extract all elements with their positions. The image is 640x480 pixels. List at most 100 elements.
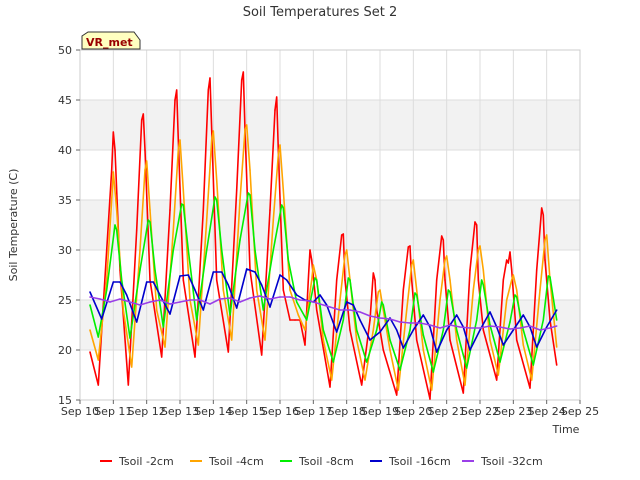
series-point bbox=[435, 279, 438, 281]
x-tick-label: Sep 17 bbox=[294, 405, 332, 418]
series-point bbox=[269, 298, 271, 300]
series-point bbox=[109, 301, 111, 303]
series-point bbox=[172, 229, 175, 231]
series-point bbox=[140, 119, 143, 121]
series-point bbox=[245, 124, 248, 126]
series-point bbox=[187, 249, 190, 251]
series-point bbox=[144, 149, 146, 151]
series-point bbox=[295, 294, 298, 296]
series-point bbox=[339, 299, 341, 301]
series-point bbox=[535, 269, 538, 271]
series-point bbox=[412, 329, 415, 331]
series-point bbox=[549, 276, 551, 278]
series-point bbox=[455, 339, 458, 341]
series-point bbox=[359, 319, 361, 321]
series-point bbox=[472, 289, 475, 291]
series-point bbox=[342, 233, 345, 235]
x-tick-label: Sep 19 bbox=[361, 405, 399, 418]
series-tsoil-32cm bbox=[89, 295, 558, 331]
series-point bbox=[294, 319, 296, 321]
series-point bbox=[379, 289, 381, 291]
series-point bbox=[479, 329, 481, 331]
series-point bbox=[480, 279, 483, 281]
series-point bbox=[375, 329, 378, 331]
series-point bbox=[444, 259, 446, 261]
series-point bbox=[545, 234, 548, 236]
x-tick-label: Sep 10 bbox=[61, 405, 99, 418]
legend-label: Tsoil -2cm bbox=[118, 455, 174, 468]
series-point bbox=[205, 249, 208, 251]
series-point bbox=[549, 327, 551, 329]
series-point bbox=[405, 309, 408, 311]
series-point bbox=[489, 311, 491, 313]
series-point bbox=[415, 339, 418, 341]
series-tsoil-8cm bbox=[89, 192, 558, 373]
series-point bbox=[122, 309, 125, 311]
series-point bbox=[249, 297, 251, 299]
series-point bbox=[449, 339, 451, 341]
series-point bbox=[274, 109, 276, 111]
series-point bbox=[129, 301, 131, 303]
series-point bbox=[510, 279, 513, 281]
series-point bbox=[389, 318, 391, 320]
series-point bbox=[482, 284, 485, 286]
series-point bbox=[402, 347, 405, 349]
legend-label: Tsoil -32cm bbox=[480, 455, 543, 468]
annotation-text: VR_met bbox=[86, 36, 133, 49]
y-axis-label: Soil Temperature (C) bbox=[7, 169, 20, 282]
series-point bbox=[179, 139, 181, 141]
series-point bbox=[455, 314, 458, 316]
legend-item: Tsoil -32cm bbox=[462, 455, 543, 468]
series-point bbox=[304, 329, 306, 331]
series-point bbox=[535, 346, 538, 348]
series-point bbox=[182, 279, 185, 281]
series-point bbox=[335, 331, 338, 333]
series-point bbox=[345, 249, 348, 251]
series-point bbox=[395, 394, 398, 396]
series-point bbox=[542, 214, 545, 216]
series-point bbox=[215, 179, 218, 181]
series-point bbox=[335, 279, 338, 281]
series-point bbox=[315, 309, 318, 311]
series-point bbox=[409, 322, 411, 324]
series-point bbox=[149, 209, 151, 211]
series-point bbox=[135, 229, 138, 231]
series-point bbox=[475, 224, 478, 226]
series-point bbox=[105, 279, 108, 281]
series-point bbox=[440, 235, 443, 237]
series-point bbox=[110, 199, 113, 201]
series-line bbox=[89, 295, 557, 331]
series-point bbox=[509, 251, 511, 253]
series-point bbox=[127, 384, 130, 386]
series-point bbox=[419, 322, 421, 324]
series-point bbox=[464, 384, 466, 386]
series-point bbox=[542, 319, 545, 321]
series-point bbox=[89, 291, 91, 293]
series-point bbox=[445, 255, 448, 257]
series-point bbox=[235, 307, 238, 309]
legend-item: Tsoil -2cm bbox=[100, 455, 174, 468]
series-point bbox=[389, 339, 391, 341]
series-point bbox=[149, 221, 151, 223]
legend: Tsoil -2cm Tsoil -4cm Tsoil -8cm Tsoil -16c… bbox=[100, 455, 543, 468]
series-point bbox=[187, 274, 190, 276]
x-tick-label: Sep 24 bbox=[528, 405, 566, 418]
series-point bbox=[515, 339, 518, 341]
series-point bbox=[269, 209, 271, 211]
chart-title: Soil Temperatures Set 2 bbox=[243, 5, 398, 20]
series-point bbox=[287, 259, 290, 261]
series-point bbox=[244, 129, 246, 131]
series-point bbox=[105, 289, 108, 291]
series-point bbox=[412, 259, 415, 261]
series-point bbox=[242, 71, 245, 73]
series-point bbox=[210, 139, 213, 141]
series-point bbox=[120, 279, 123, 281]
x-tick-label: Sep 25 bbox=[561, 405, 599, 418]
series-point bbox=[297, 314, 300, 316]
series-point bbox=[539, 329, 541, 331]
series-point bbox=[429, 398, 431, 400]
series-point bbox=[289, 319, 291, 321]
series-point bbox=[220, 271, 223, 273]
plot-area bbox=[79, 49, 581, 401]
